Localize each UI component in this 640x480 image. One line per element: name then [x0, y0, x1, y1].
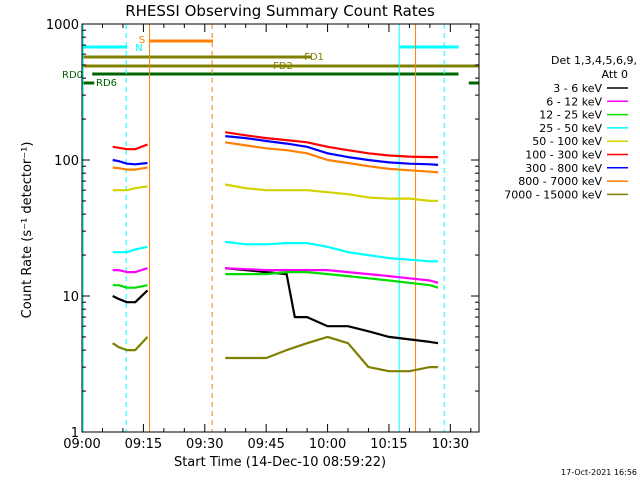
flag-label-rd0: RD0 — [62, 70, 83, 81]
legend-label: 7000 - 15000 keV — [504, 188, 602, 201]
vertical-markers — [82, 24, 445, 432]
y-tick-label: 10 — [62, 290, 79, 305]
chart-title: RHESSI Observing Summary Count Rates — [125, 2, 435, 20]
x-tick-label: 09:45 — [247, 437, 284, 452]
flag-label-rd6: RD6 — [96, 78, 117, 89]
x-axis: 09:00 09:15 09:30 09:45 10:00 10:15 10:30 — [63, 24, 472, 452]
legend-header-attenuator: Att 0 — [602, 68, 628, 81]
y-axis-label: Count Rate (s⁻¹ detector⁻¹) — [20, 142, 35, 319]
legend-label: 25 - 50 keV — [539, 122, 602, 135]
legend-label: 300 - 800 keV — [525, 162, 602, 175]
series-group — [112, 131, 439, 373]
x-tick-label: 09:15 — [125, 437, 162, 452]
series-line — [225, 131, 439, 159]
x-tick-label: 09:30 — [186, 437, 223, 452]
legend-label: 100 - 300 keV — [525, 149, 602, 162]
series-line — [112, 143, 148, 151]
y-tick-label: 1 — [71, 426, 79, 441]
legend-label: 12 - 25 keV — [539, 109, 602, 122]
series-line — [112, 166, 148, 171]
series-line — [225, 141, 439, 174]
series-line — [225, 271, 439, 289]
series-line — [225, 135, 439, 166]
y-tick-label: 1000 — [46, 18, 79, 33]
series-line — [112, 158, 148, 166]
legend-label: 3 - 6 keV — [553, 82, 602, 95]
series-line — [112, 289, 149, 304]
flag-label-s: S — [139, 35, 145, 46]
x-axis-label: Start Time (14-Dec-10 08:59:22) — [174, 455, 386, 470]
legend-label: 800 - 7000 keV — [518, 175, 602, 188]
y-axis: 1 10 100 1000 — [46, 18, 479, 441]
series-line — [225, 267, 439, 345]
flag-label-fd1: FD1 — [304, 52, 324, 63]
y-tick-label: 100 — [54, 154, 79, 169]
flag-label-fd2: FD2 — [273, 61, 293, 72]
plot-frame — [81, 23, 480, 433]
x-tick-label: 10:15 — [370, 437, 407, 452]
series-line — [112, 336, 149, 352]
x-tick-label: 10:30 — [432, 437, 469, 452]
x-tick-label: 09:00 — [63, 437, 100, 452]
footer-date: 17-Oct-2021 16:56 — [561, 468, 637, 477]
legend-label: 6 - 12 keV — [546, 95, 602, 108]
legend-label: 50 - 100 keV — [532, 135, 602, 148]
flag-label-n: N — [135, 43, 142, 54]
flag-bars: NS FD1 FD2 RD0 RD6 — [62, 35, 479, 89]
series-line — [112, 284, 148, 289]
series-line — [225, 240, 439, 263]
series-line — [225, 335, 439, 373]
series-line — [225, 183, 439, 202]
x-tick-label: 10:00 — [309, 437, 346, 452]
series-line — [112, 245, 148, 254]
legend-header-detectors: Det 1,3,4,5,6,9, — [551, 54, 637, 67]
series-line — [112, 185, 148, 192]
series-line — [112, 267, 148, 274]
series-line — [225, 267, 439, 284]
